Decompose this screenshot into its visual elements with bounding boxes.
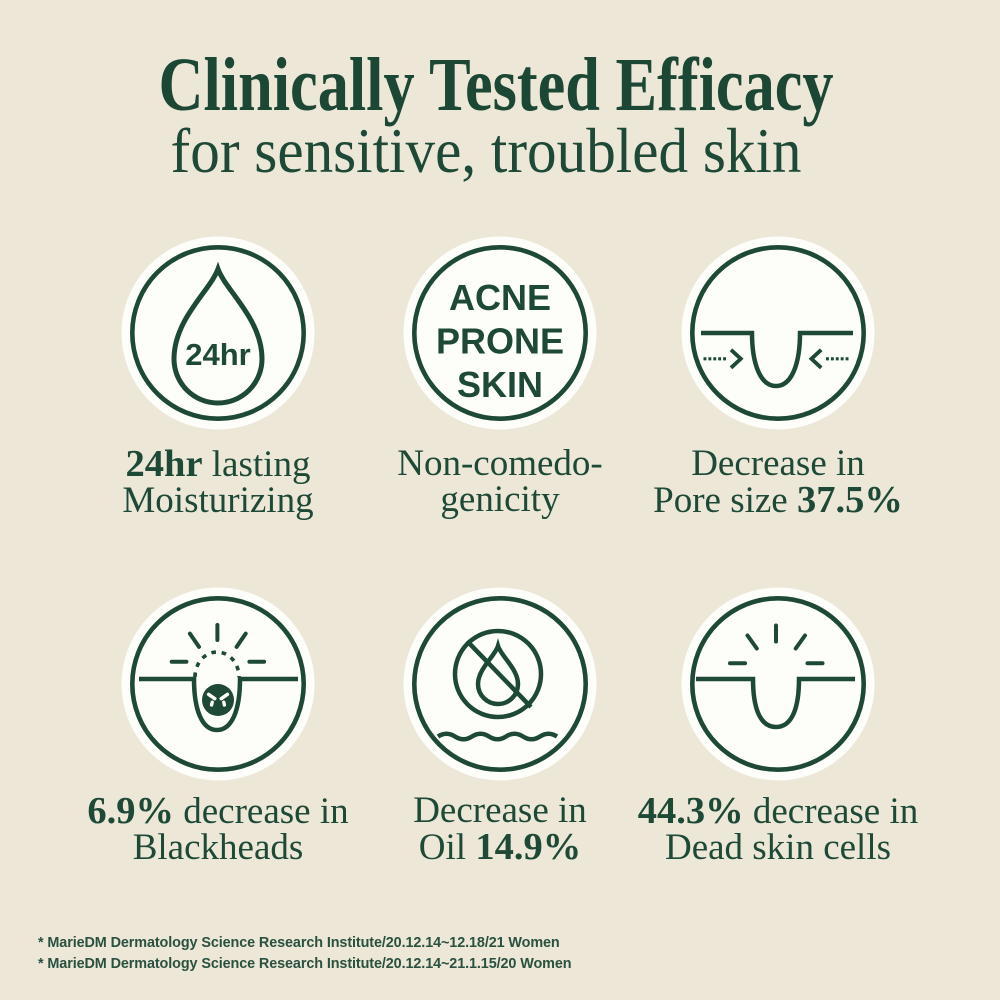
- svg-text:PRONE: PRONE: [436, 321, 564, 362]
- svg-text:SKIN: SKIN: [457, 364, 543, 405]
- svg-text:24hr: 24hr: [185, 337, 250, 372]
- svg-text:ACNE: ACNE: [449, 277, 551, 318]
